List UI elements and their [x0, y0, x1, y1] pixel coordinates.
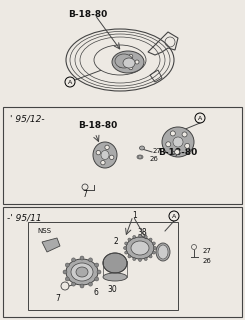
Text: B-18-80: B-18-80 [78, 121, 117, 130]
Circle shape [128, 238, 131, 241]
Ellipse shape [162, 127, 194, 157]
Circle shape [133, 236, 136, 238]
Circle shape [119, 56, 123, 60]
Circle shape [138, 259, 142, 261]
Ellipse shape [138, 156, 142, 158]
Circle shape [88, 258, 93, 262]
Ellipse shape [112, 51, 144, 73]
Polygon shape [42, 238, 60, 252]
Circle shape [128, 255, 131, 258]
Text: 6: 6 [93, 288, 98, 297]
Text: A: A [68, 79, 72, 84]
Ellipse shape [94, 45, 146, 75]
Circle shape [65, 277, 69, 281]
Circle shape [135, 60, 139, 64]
Ellipse shape [66, 29, 174, 91]
Text: 2: 2 [113, 237, 118, 246]
Ellipse shape [131, 241, 149, 255]
Circle shape [65, 263, 69, 267]
Text: A: A [172, 213, 176, 219]
Ellipse shape [103, 273, 127, 281]
Bar [3, 107, 242, 204]
Circle shape [182, 132, 187, 137]
Text: 27: 27 [203, 248, 212, 254]
Circle shape [97, 270, 101, 274]
Ellipse shape [156, 243, 170, 261]
Text: 27: 27 [153, 148, 162, 154]
Circle shape [170, 131, 175, 136]
Ellipse shape [139, 146, 145, 150]
Circle shape [144, 258, 147, 260]
Circle shape [119, 64, 123, 68]
Circle shape [152, 251, 155, 254]
Circle shape [125, 242, 128, 245]
Circle shape [105, 145, 109, 149]
Circle shape [138, 235, 142, 237]
Ellipse shape [123, 58, 135, 68]
Circle shape [95, 263, 99, 267]
Text: -' 95/11: -' 95/11 [7, 213, 42, 222]
Circle shape [80, 284, 84, 288]
Ellipse shape [158, 245, 168, 259]
Ellipse shape [173, 137, 183, 147]
Text: 26: 26 [150, 156, 159, 162]
Bar [3, 207, 242, 317]
Ellipse shape [76, 267, 88, 277]
Circle shape [129, 66, 133, 70]
Circle shape [185, 143, 190, 148]
Circle shape [175, 149, 180, 155]
Text: ' 95/12-: ' 95/12- [10, 114, 45, 123]
Text: NSS: NSS [37, 228, 51, 234]
Circle shape [133, 258, 136, 260]
Text: 1: 1 [132, 211, 137, 220]
Circle shape [154, 246, 157, 250]
Circle shape [144, 236, 147, 238]
Circle shape [72, 282, 75, 286]
Text: 7: 7 [82, 190, 87, 199]
Circle shape [166, 142, 171, 147]
Ellipse shape [101, 150, 109, 159]
Circle shape [125, 251, 128, 254]
Circle shape [152, 242, 155, 245]
Circle shape [129, 54, 133, 58]
Text: 26: 26 [203, 258, 212, 264]
Ellipse shape [66, 259, 98, 285]
Ellipse shape [93, 142, 117, 168]
Text: B-18-80: B-18-80 [158, 148, 197, 157]
Circle shape [123, 246, 126, 250]
Text: 7: 7 [55, 294, 60, 303]
Text: 38: 38 [137, 228, 147, 237]
Text: A: A [198, 116, 202, 121]
Circle shape [95, 277, 99, 281]
Circle shape [149, 255, 152, 258]
Text: B-18-80: B-18-80 [68, 10, 108, 19]
Text: 30: 30 [107, 285, 117, 294]
Circle shape [80, 256, 84, 260]
Bar [28, 222, 178, 310]
Ellipse shape [103, 253, 127, 273]
Circle shape [101, 160, 105, 165]
Ellipse shape [71, 263, 93, 281]
Circle shape [110, 155, 114, 160]
Circle shape [63, 270, 67, 274]
Ellipse shape [115, 54, 133, 68]
Ellipse shape [126, 237, 154, 259]
Circle shape [88, 282, 93, 286]
Circle shape [72, 258, 75, 262]
Ellipse shape [124, 59, 132, 65]
Circle shape [96, 150, 100, 155]
Ellipse shape [137, 155, 143, 159]
Circle shape [149, 238, 152, 241]
